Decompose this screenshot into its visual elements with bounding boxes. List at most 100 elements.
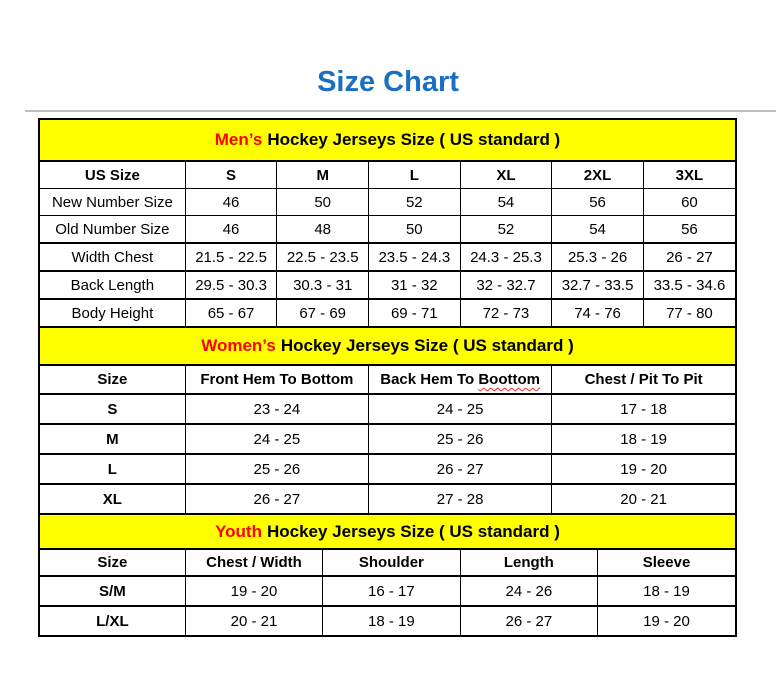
mens-table-cell: 65 - 67 <box>184 298 278 326</box>
mens-size-table: US Size S M L XL 2XL 3XL New Number Size 46 50 52 5… <box>40 162 735 326</box>
womens-table-cell: 17 - 18 <box>551 393 735 425</box>
mens-column-header: S <box>184 162 278 189</box>
womens-column-header: Size <box>40 366 186 395</box>
youth-size-table: Size Chest / Width Shoulder Length Sleeve S/M… <box>40 550 735 635</box>
mens-table-cell: 32.7 - 33.5 <box>551 270 644 300</box>
mens-column-header: US Size <box>40 162 186 189</box>
womens-size-table: Size Front Hem To Bottom Back Hem To Boott… <box>40 366 735 513</box>
mens-table-cell: 25.3 - 26 <box>551 242 644 272</box>
mens-table-cell: 69 - 71 <box>368 298 461 326</box>
mens-table-cell: 21.5 - 22.5 <box>184 242 278 272</box>
mens-table-row: Back Length 29.5 - 30.3 30.3 - 31 31 - 32 32… <box>40 270 735 300</box>
youth-row-label: L/XL <box>40 605 186 635</box>
youth-header-row: Size Chest / Width Shoulder Length Sleeve <box>40 550 735 577</box>
womens-section-title-label: Hockey Jerseys Size ( US standard ) <box>280 336 574 355</box>
size-chart-table: Men’s Hockey Jerseys Size ( US standard )… <box>38 118 737 637</box>
mens-table-cell: 72 - 73 <box>459 298 553 326</box>
youth-column-header: Sleeve <box>597 550 735 577</box>
mens-section-header: Men’s Hockey Jerseys Size ( US standard ) <box>40 120 735 162</box>
mens-table-cell: 52 <box>459 215 553 244</box>
mens-table-cell: 46 <box>184 215 278 244</box>
youth-table-cell: 18 - 19 <box>597 575 735 607</box>
womens-column-header: Back Hem To Boottom <box>367 366 553 395</box>
mens-table-cell: 74 - 76 <box>551 298 644 326</box>
youth-table-cell: 26 - 27 <box>459 605 599 635</box>
womens-table-cell: 18 - 19 <box>551 423 735 455</box>
mens-table-cell: 67 - 69 <box>276 298 369 326</box>
mens-table-cell: 46 <box>184 188 278 216</box>
youth-table-cell: 20 - 21 <box>184 605 324 635</box>
womens-table-cell: 25 - 26 <box>367 423 553 455</box>
mens-row-label: Body Height <box>40 298 186 326</box>
youth-column-header: Length <box>459 550 599 577</box>
womens-row-label: XL <box>40 483 186 513</box>
mens-header-row: US Size S M L XL 2XL 3XL <box>40 162 735 189</box>
womens-table-cell: 23 - 24 <box>184 393 370 425</box>
womens-header-row: Size Front Hem To Bottom Back Hem To Boott… <box>40 366 735 395</box>
mens-column-header: 2XL <box>551 162 644 189</box>
womens-row-label: S <box>40 393 186 425</box>
youth-column-header: Shoulder <box>322 550 461 577</box>
mens-table-cell: 48 <box>276 215 369 244</box>
mens-column-header: L <box>368 162 461 189</box>
mens-table-row: Old Number Size 46 48 50 52 54 56 <box>40 215 735 244</box>
mens-table-cell: 32 - 32.7 <box>459 270 553 300</box>
womens-table-cell: 20 - 21 <box>551 483 735 513</box>
mens-table-cell: 23.5 - 24.3 <box>368 242 461 272</box>
page-title: Size Chart <box>317 66 459 98</box>
youth-table-cell: 18 - 19 <box>322 605 461 635</box>
mens-section-accent-label: Men’s <box>214 130 263 149</box>
mens-row-label: Old Number Size <box>40 215 186 244</box>
mens-table-cell: 31 - 32 <box>368 270 461 300</box>
youth-table-row: S/M 19 - 20 16 - 17 24 - 26 18 - 19 <box>40 575 735 607</box>
mens-table-row: New Number Size 46 50 52 54 56 60 <box>40 188 735 216</box>
womens-column-header: Chest / Pit To Pit <box>551 366 735 395</box>
womens-table-row: L 25 - 26 26 - 27 19 - 20 <box>40 453 735 485</box>
womens-section-header: Women’s Hockey Jerseys Size ( US standard… <box>40 326 735 366</box>
mens-row-label: New Number Size <box>40 188 186 216</box>
mens-table-cell: 26 - 27 <box>642 242 735 272</box>
youth-table-cell: 16 - 17 <box>322 575 461 607</box>
youth-section-accent-label: Youth <box>215 521 262 541</box>
mens-column-header: XL <box>459 162 553 189</box>
mens-table-row: Body Height 65 - 67 67 - 69 69 - 71 72 - 73 7… <box>40 298 735 326</box>
mens-table-cell: 77 - 80 <box>642 298 735 326</box>
mens-table-cell: 50 <box>276 188 369 216</box>
youth-column-header: Size <box>40 550 186 577</box>
womens-table-cell: 24 - 25 <box>367 393 553 425</box>
mens-table-cell: 54 <box>459 188 553 216</box>
mens-row-label: Width Chest <box>40 242 186 272</box>
mens-section-title-label: Hockey Jerseys Size ( US standard ) <box>267 130 561 149</box>
mens-table-cell: 56 <box>551 188 644 216</box>
womens-table-cell: 27 - 28 <box>367 483 553 513</box>
womens-column-header-misspelled-word: Boottom <box>478 371 540 388</box>
womens-row-label: M <box>40 423 186 455</box>
womens-section-accent-label: Women’s <box>201 336 276 355</box>
mens-table-cell: 33.5 - 34.6 <box>642 270 735 300</box>
womens-row-label: L <box>40 453 186 485</box>
youth-table-row: L/XL 20 - 21 18 - 19 26 - 27 19 - 20 <box>40 605 735 635</box>
mens-table-cell: 50 <box>368 215 461 244</box>
womens-table-cell: 25 - 26 <box>184 453 370 485</box>
mens-table-cell: 22.5 - 23.5 <box>276 242 369 272</box>
youth-table-cell: 24 - 26 <box>459 575 599 607</box>
youth-row-label: S/M <box>40 575 186 607</box>
mens-table-cell: 56 <box>642 215 735 244</box>
womens-table-cell: 24 - 25 <box>184 423 370 455</box>
page-top-divider <box>25 110 776 112</box>
youth-section-header: Youth Hockey Jerseys Size ( US standard ) <box>40 513 735 550</box>
youth-table-cell: 19 - 20 <box>184 575 324 607</box>
mens-table-row: Width Chest 21.5 - 22.5 22.5 - 23.5 23.5 - … <box>40 242 735 272</box>
womens-table-cell: 19 - 20 <box>551 453 735 485</box>
youth-section-title-label: Hockey Jerseys Size ( US standard ) <box>266 521 560 541</box>
mens-table-cell: 52 <box>368 188 461 216</box>
mens-column-header: 3XL <box>642 162 735 189</box>
womens-column-header-text: Back Hem To <box>380 371 479 388</box>
mens-column-header: M <box>276 162 369 189</box>
womens-table-cell: 26 - 27 <box>184 483 370 513</box>
womens-column-header: Front Hem To Bottom <box>184 366 370 395</box>
mens-table-cell: 54 <box>551 215 644 244</box>
mens-row-label: Back Length <box>40 270 186 300</box>
youth-column-header: Chest / Width <box>184 550 324 577</box>
womens-table-row: M 24 - 25 25 - 26 18 - 19 <box>40 423 735 455</box>
